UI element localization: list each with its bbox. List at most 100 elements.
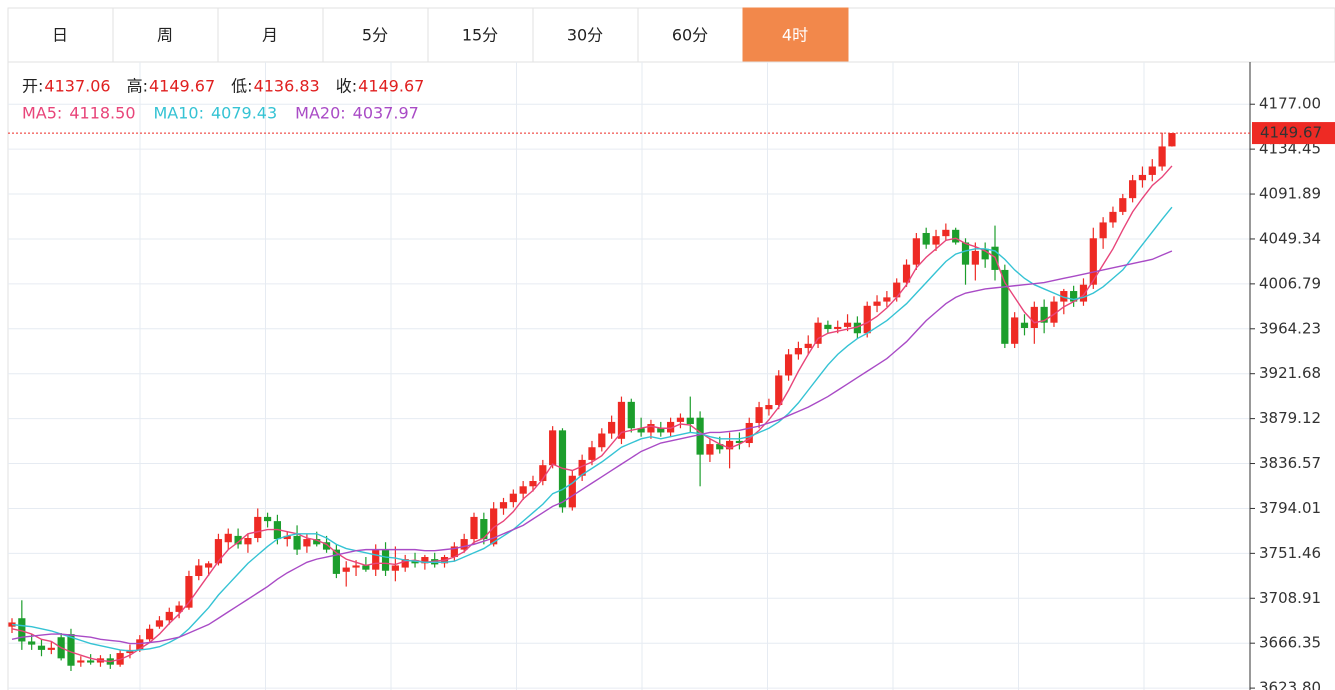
candle-body (1030, 306, 1038, 328)
candle-body (775, 375, 783, 406)
last-price-label: 4149.67 (1260, 124, 1322, 142)
candle-body (627, 401, 635, 429)
y-tick-label: 3921.68 (1259, 364, 1321, 382)
candle-body (588, 447, 596, 460)
tab-label[interactable]: 30分 (567, 26, 603, 45)
candle-body (912, 238, 920, 265)
tab[interactable] (322, 7, 429, 63)
candle-body (696, 417, 704, 455)
candle-body (981, 248, 989, 260)
candle-body (1070, 291, 1078, 302)
candle-body (1011, 317, 1019, 344)
ma-line (11, 206, 1173, 652)
candle-body (519, 486, 527, 494)
candle-body (362, 565, 370, 570)
ma-line (11, 165, 1173, 663)
y-tick-label: 4049.34 (1259, 229, 1321, 247)
candle-body (647, 424, 655, 433)
candle-body (214, 539, 223, 564)
candle-body (1099, 222, 1107, 239)
candle-body (136, 639, 144, 650)
tab-label[interactable]: 5分 (362, 26, 388, 45)
candle-body (893, 282, 901, 298)
candle-body (28, 641, 36, 645)
candle-body (509, 493, 517, 503)
candle-body (952, 229, 960, 243)
candle-body (263, 516, 272, 522)
candle-body (1050, 301, 1058, 323)
tab[interactable] (217, 7, 324, 63)
y-tick-label: 3708.91 (1259, 589, 1321, 607)
tab-bar: 日 周 月 5分 15分 30分 60分 4时 (7, 7, 1335, 63)
candle-body (804, 343, 812, 349)
candle-body (224, 533, 232, 543)
last-price-tag (1252, 122, 1335, 145)
readout-key: 低: (231, 77, 252, 96)
candle-body (843, 322, 852, 327)
candle-body (539, 465, 547, 482)
candle-body (352, 565, 360, 568)
candle-body (745, 422, 753, 444)
candle-body (421, 557, 429, 564)
candle-body (794, 348, 802, 355)
candle-body (1060, 291, 1068, 302)
candle-body (480, 519, 488, 540)
tab-label[interactable]: 日 (52, 26, 68, 45)
candle-body (529, 481, 537, 487)
tab[interactable] (532, 7, 639, 63)
candle-body (961, 242, 970, 265)
candle-body (254, 516, 262, 539)
candle-body (165, 611, 173, 621)
candle-body (657, 428, 665, 433)
tab[interactable] (427, 7, 534, 63)
readout-value: 4149.67 (358, 77, 424, 96)
candle-body (1079, 284, 1088, 302)
candle-body (902, 264, 911, 283)
candle-body (460, 539, 468, 550)
readout-key: 开: (22, 77, 43, 96)
y-tick-label: 4091.89 (1259, 185, 1321, 203)
readout: 开: 4137.06 高: 4149.67 低: 4136.83 收: 4149.67MA5:… (22, 77, 424, 123)
candle-body (1089, 238, 1097, 285)
candle-body (549, 430, 557, 466)
legend-name: MA10: (154, 104, 205, 123)
legend-value: 4118.50 (69, 104, 135, 123)
candle-body (155, 620, 164, 627)
candle-body (499, 502, 508, 509)
legend-value: 4079.43 (211, 104, 277, 123)
candle-body (667, 421, 675, 433)
y-tick-label: 3836.57 (1259, 454, 1321, 472)
candle-body (1040, 306, 1048, 323)
candle-body (784, 354, 793, 376)
tab[interactable] (742, 7, 849, 63)
candle-body (1109, 211, 1117, 223)
candle-body (578, 459, 586, 476)
y-tick-label: 3794.01 (1259, 499, 1321, 517)
candle-body (490, 508, 498, 545)
candle-body (1148, 166, 1156, 175)
readout-key: 收: (336, 77, 357, 96)
ma-line (11, 250, 1173, 645)
candle-body (332, 549, 340, 574)
candle-body (391, 565, 399, 571)
tab[interactable] (7, 7, 114, 63)
y-tick-label: 3964.23 (1259, 319, 1321, 337)
tab-label[interactable]: 周 (157, 26, 173, 45)
candle-body (814, 322, 822, 344)
candle-body (755, 407, 763, 423)
candle-body (1138, 174, 1147, 181)
tab-label[interactable]: 15分 (462, 26, 498, 45)
candle-body (942, 229, 950, 237)
candle-body (1158, 146, 1166, 167)
tab-label[interactable]: 4时 (782, 26, 808, 45)
tab-label[interactable]: 月 (262, 26, 278, 45)
y-tick-label: 4134.45 (1259, 140, 1321, 158)
tab-label[interactable]: 60分 (672, 26, 708, 45)
candle-body (706, 444, 714, 455)
legend-name: MA20: (295, 104, 346, 123)
candle-body (234, 535, 242, 545)
readout-value: 4137.06 (44, 77, 110, 96)
candle-body (18, 618, 26, 642)
candle-body (676, 417, 685, 422)
